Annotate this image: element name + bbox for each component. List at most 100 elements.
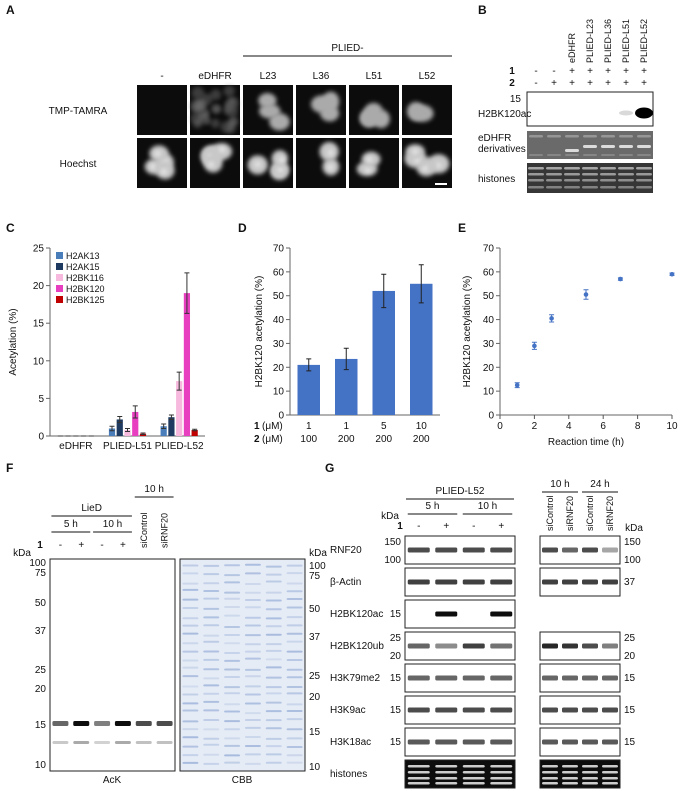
band [224,597,241,600]
blot-label: H2BK120ub [330,641,384,652]
band [462,765,485,768]
signal [210,118,221,129]
band [619,145,633,148]
band [462,777,485,780]
sign: + [623,66,629,77]
blot-label: H3K9ac [330,705,366,716]
band [582,771,598,774]
band [583,135,597,138]
lane-label: PLIED-L23 [585,19,595,63]
signal [228,98,236,106]
band [286,564,303,567]
x-tick-label: 1 [306,421,312,432]
band [182,572,199,575]
y-tick-label: 20 [483,363,495,374]
band [636,179,652,182]
band [286,658,303,661]
signal [210,89,222,101]
point [549,316,554,321]
bar [160,426,167,436]
band [490,782,513,785]
band [490,777,513,780]
band [182,632,199,635]
band [490,739,513,745]
sign: + [78,540,84,551]
band [203,684,220,687]
error-bar [161,423,167,429]
x-row-name: 2 [254,434,260,445]
point [669,271,675,277]
band [490,771,513,774]
group-label: 24 h [590,479,609,490]
band [203,616,220,619]
band [562,765,578,768]
marker-label: 10 [35,760,47,771]
condition-label: 2 [509,78,515,89]
band [602,643,618,649]
band [583,145,597,148]
band [265,565,282,568]
band [562,782,578,785]
band [265,666,282,669]
nucleus-spot [279,157,285,163]
x-tick-label: 10 [416,421,428,432]
band [265,649,282,652]
band [224,668,241,671]
signal [191,86,205,100]
error-bar [168,414,174,420]
band [73,721,90,726]
panel-label: F [6,461,13,475]
x-tick-label: 10 [666,421,678,432]
band [135,741,152,744]
band [601,145,615,148]
nucleus [322,91,340,112]
band [182,642,199,645]
band [182,693,199,696]
marker-label: 10 [309,762,321,773]
band [528,186,544,189]
band [407,771,430,774]
band [286,606,303,609]
sign: - [552,66,555,77]
band [435,777,458,780]
group-label: PLIED-L52 [436,486,485,497]
marker-label: 15 [624,705,636,716]
error-bar [140,432,146,435]
band [244,591,261,594]
band [582,579,598,585]
band [244,599,261,602]
marker-label: 100 [29,558,46,569]
band [244,572,261,575]
band [407,765,430,768]
panel-label: C [6,221,15,235]
band [542,777,558,780]
band [462,707,485,713]
band [114,741,131,744]
band [224,651,241,654]
band [244,650,261,653]
band [244,616,261,619]
x-tick-label: 5 [381,421,387,432]
band [407,643,430,649]
y-tick-label: 15 [33,319,45,330]
band [286,761,303,764]
marker-label: 25 [35,665,47,676]
band [637,145,651,148]
sign: + [623,78,629,89]
x-tick-label: PLIED-L51 [103,441,152,452]
bar [335,358,358,415]
band [564,179,580,182]
band [244,693,261,696]
band [602,739,618,745]
y-tick-label: 30 [483,339,495,350]
blot [526,91,654,127]
group-label: 5 h [426,501,440,512]
band [542,643,558,649]
band [265,745,282,748]
band [462,739,485,745]
band [635,107,653,119]
marker-label: 50 [35,598,47,609]
x-row-name: 1 [254,421,260,432]
band [582,739,598,745]
